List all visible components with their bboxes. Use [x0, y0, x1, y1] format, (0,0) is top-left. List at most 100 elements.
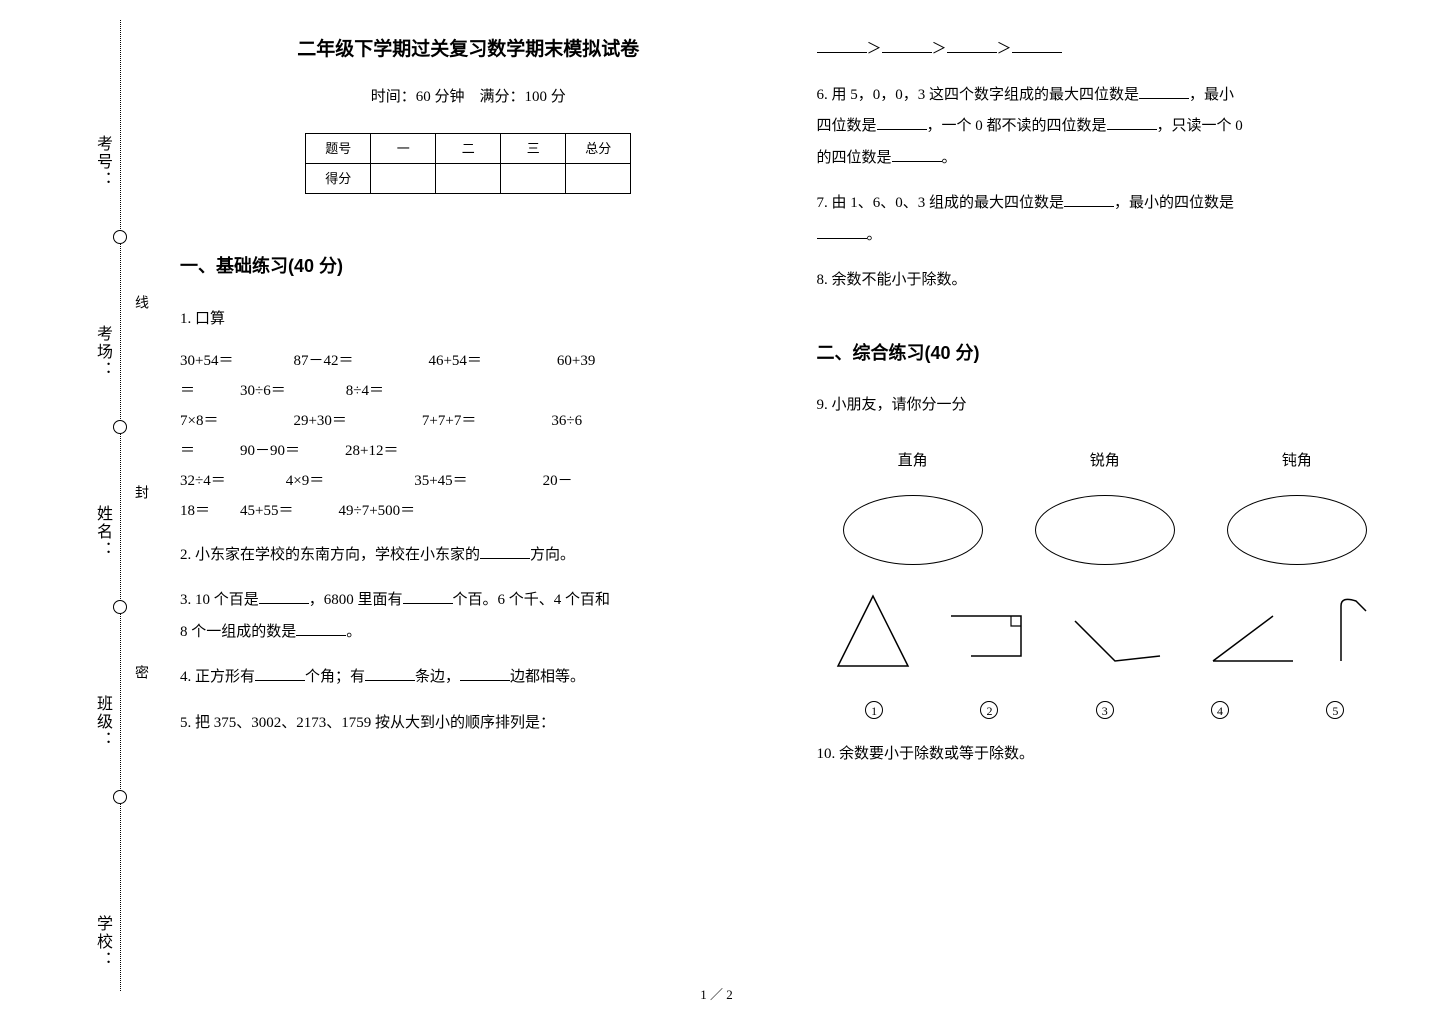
q6-d: ，一个 0 都不读的四位数是 [927, 118, 1107, 134]
left-column: 二年级下学期过关复习数学期末模拟试卷 时间：60 分钟 满分：100 分 题号 … [180, 30, 757, 981]
th-one: 一 [371, 134, 436, 164]
blank [882, 38, 932, 53]
q6-g: 。 [942, 150, 957, 166]
label-obtuse-angle: 钝角 [1282, 446, 1312, 478]
q2-pre: 2. 小东家在学校的东南方向，学校在小东家的 [180, 547, 480, 563]
dotted-fold-line [120, 20, 121, 991]
right-angle-shape-icon [946, 611, 1026, 671]
section1-heading: 一、基础练习(40 分) [180, 248, 757, 286]
th-three: 三 [501, 134, 566, 164]
label-name: 姓名： [90, 505, 114, 559]
q10: 10. 余数要小于除数或等于除数。 [817, 739, 1394, 771]
q3-d: 8 个一组成的数是 [180, 624, 296, 640]
blank [296, 621, 346, 636]
obtuse-angle-icon [1060, 611, 1170, 671]
circled-4: 4 [1211, 701, 1229, 719]
q6-e: ，只读一个 0 [1157, 118, 1243, 134]
angle-labels-row: 直角 锐角 钝角 [817, 446, 1394, 478]
q4: 4. 正方形有个角；有条边，边都相等。 [180, 662, 757, 694]
calc-line: ＝ 90－90＝ 28+12＝ [180, 436, 757, 466]
shape-5-curve [1331, 591, 1376, 684]
q4-a: 4. 正方形有 [180, 669, 255, 685]
ellipse-right [843, 495, 983, 565]
q7-b: ，最小的四位数是 [1114, 195, 1234, 211]
q3-c: 个百。6 个千、4 个百和 [453, 592, 611, 608]
fold-circle [113, 230, 127, 244]
blank [403, 589, 453, 604]
q4-c: 条边， [415, 669, 460, 685]
label-class: 班级： [90, 695, 114, 749]
calc-line: 18＝ 45+55＝ 49÷7+500＝ [180, 496, 757, 526]
fold-circle [113, 600, 127, 614]
circled-3: 3 [1096, 701, 1114, 719]
shape-numbers-row: 1 2 3 4 5 [817, 691, 1394, 719]
blank [817, 224, 867, 239]
blank [817, 38, 867, 53]
section2-heading: 二、综合练习(40 分) [817, 335, 1394, 373]
fold-circle [113, 420, 127, 434]
label-school: 学校： [90, 915, 114, 969]
q1-calc-block: 30+54＝ 87－42＝ 46+54＝ 60+39 ＝ 30÷6＝ 8÷4＝ … [180, 346, 757, 526]
q3: 3. 10 个百是，6800 里面有个百。6 个千、4 个百和 8 个一组成的数… [180, 585, 757, 648]
q6-a: 6. 用 5，0，0，3 这四个数字组成的最大四位数是 [817, 87, 1140, 103]
fold-circle [113, 790, 127, 804]
q1-label: 1. 口算 [180, 304, 757, 336]
q5: 5. 把 375、3002、2173、1759 按从大到小的顺序排列是： [180, 708, 757, 740]
score-table: 题号 一 二 三 总分 得分 [305, 133, 631, 194]
q7-a: 7. 由 1、6、0、3 组成的最大四位数是 [817, 195, 1065, 211]
q6: 6. 用 5，0，0，3 这四个数字组成的最大四位数是，最小 四位数是，一个 0… [817, 80, 1394, 175]
calc-line: 30+54＝ 87－42＝ 46+54＝ 60+39 [180, 346, 757, 376]
blank [460, 666, 510, 681]
blank [259, 589, 309, 604]
q3-e: 。 [346, 624, 361, 640]
exam-title: 二年级下学期过关复习数学期末模拟试卷 [180, 30, 757, 70]
label-exam-number: 考号： [90, 135, 114, 189]
td-blank [566, 164, 631, 194]
label-right-angle: 直角 [898, 446, 928, 478]
q5-continued: ＞ ＞ ＞ [817, 34, 1394, 66]
gt: ＞ [997, 41, 1012, 57]
acute-angle-icon [1203, 601, 1298, 671]
circled-2: 2 [980, 701, 998, 719]
blank [480, 544, 530, 559]
table-row: 得分 [306, 164, 631, 194]
ellipse-acute [1035, 495, 1175, 565]
blank [1064, 192, 1114, 207]
calc-line: 32÷4＝ 4×9＝ 35+45＝ 20－ [180, 466, 757, 496]
gt: ＞ [932, 41, 947, 57]
td-score-label: 得分 [306, 164, 371, 194]
th-label: 题号 [306, 134, 371, 164]
exam-subtitle: 时间：60 分钟 满分：100 分 [180, 82, 757, 114]
shape-2-rect-angle [946, 611, 1026, 684]
q6-c: 四位数是 [817, 118, 877, 134]
gt: ＞ [867, 41, 882, 57]
q4-b: 个角；有 [305, 669, 365, 685]
q3-b: ，6800 里面有 [309, 592, 403, 608]
shape-1-triangle [833, 591, 913, 684]
shapes-row [817, 593, 1394, 683]
q8: 8. 余数不能小于除数。 [817, 265, 1394, 297]
q6-f: 的四位数是 [817, 150, 892, 166]
q7: 7. 由 1、6、0、3 组成的最大四位数是，最小的四位数是 。 [817, 188, 1394, 251]
calc-line: 7×8＝ 29+30＝ 7+7+7＝ 36÷6 [180, 406, 757, 436]
circled-5: 5 [1326, 701, 1344, 719]
blank [1139, 84, 1189, 99]
circled-1: 1 [865, 701, 883, 719]
binding-edge: 考号： 考场： 姓名： 班级： 学校： 线 封 密 [90, 20, 150, 991]
blank [892, 147, 942, 162]
blank [1012, 38, 1062, 53]
label-exam-room: 考场： [90, 325, 114, 379]
q10-text: 10. 余数要小于除数或等于除数。 [817, 746, 1035, 762]
blank [255, 666, 305, 681]
seal-char-xian: 线 [130, 295, 150, 317]
ellipse-obtuse [1227, 495, 1367, 565]
page-footer: 1 ／ 2 [0, 984, 1433, 1003]
th-two: 二 [436, 134, 501, 164]
triangle-icon [833, 591, 913, 671]
q2-post: 方向。 [530, 547, 575, 563]
q5-text: 5. 把 375、3002、2173、1759 按从大到小的顺序排列是： [180, 715, 555, 731]
page-columns: 二年级下学期过关复习数学期末模拟试卷 时间：60 分钟 满分：100 分 题号 … [180, 30, 1393, 981]
th-total: 总分 [566, 134, 631, 164]
blank [877, 115, 927, 130]
calc-line: ＝ 30÷6＝ 8÷4＝ [180, 376, 757, 406]
